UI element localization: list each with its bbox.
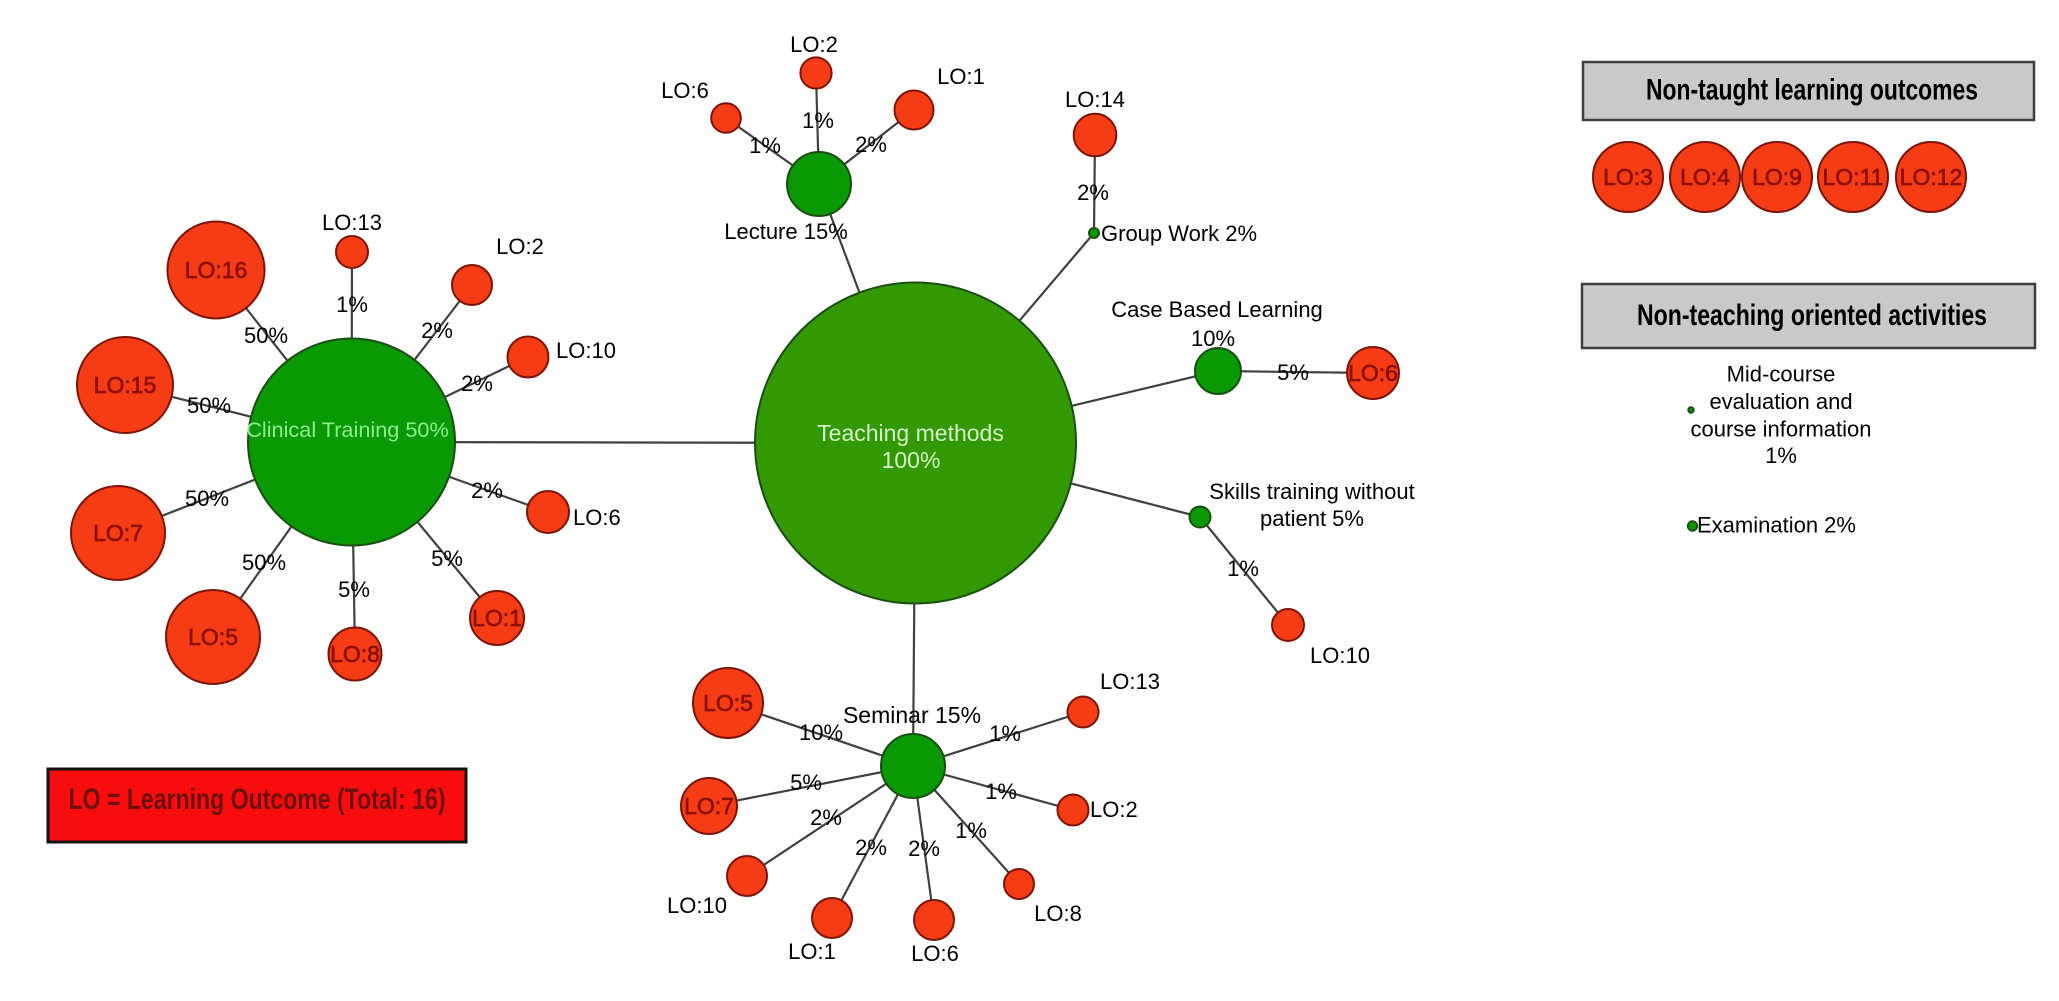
svg-text:Lecture 15%: Lecture 15%	[724, 219, 848, 244]
svg-text:LO:9: LO:9	[1752, 164, 1802, 190]
svg-text:LO:13: LO:13	[322, 210, 382, 235]
svg-text:LO:15: LO:15	[94, 372, 157, 398]
svg-text:LO:7: LO:7	[684, 793, 734, 819]
svg-text:LO:1: LO:1	[472, 605, 522, 631]
svg-text:Case Based Learning: Case Based Learning	[1111, 297, 1323, 322]
svg-text:1%: 1%	[989, 721, 1021, 746]
svg-text:LO:1: LO:1	[788, 939, 836, 964]
svg-text:Group Work 2%: Group Work 2%	[1101, 221, 1257, 246]
svg-text:LO:6: LO:6	[911, 941, 959, 966]
svg-text:50%: 50%	[242, 550, 286, 575]
svg-text:Seminar 15%: Seminar 15%	[843, 702, 981, 728]
svg-text:LO:4: LO:4	[1680, 164, 1730, 190]
svg-text:LO:8: LO:8	[1034, 901, 1082, 926]
svg-text:LO:12: LO:12	[1900, 164, 1963, 190]
svg-text:LO:11: LO:11	[1823, 164, 1884, 190]
svg-text:Non-taught learning outcomes: Non-taught learning outcomes	[1646, 74, 1978, 107]
svg-text:LO:10: LO:10	[667, 893, 727, 918]
svg-text:1%: 1%	[955, 818, 987, 843]
svg-text:LO:1: LO:1	[937, 64, 985, 89]
svg-text:Examination 2%: Examination 2%	[1697, 513, 1856, 538]
svg-text:2%: 2%	[421, 318, 453, 343]
svg-text:LO:2: LO:2	[790, 32, 838, 57]
svg-text:5%: 5%	[431, 546, 463, 571]
svg-text:2%: 2%	[810, 805, 842, 830]
svg-text:LO:10: LO:10	[556, 338, 616, 363]
svg-text:5%: 5%	[338, 577, 370, 602]
svg-text:10%: 10%	[799, 720, 843, 745]
svg-text:2%: 2%	[855, 835, 887, 860]
svg-text:LO:10: LO:10	[1310, 643, 1370, 668]
svg-text:10%: 10%	[1191, 326, 1235, 351]
svg-text:course information: course information	[1691, 417, 1872, 442]
svg-text:LO:3: LO:3	[1603, 164, 1653, 190]
svg-text:5%: 5%	[790, 770, 822, 795]
svg-text:LO:14: LO:14	[1065, 87, 1125, 112]
svg-text:2%: 2%	[471, 478, 503, 503]
svg-text:evaluation and: evaluation and	[1709, 389, 1852, 414]
svg-text:LO:16: LO:16	[185, 257, 248, 283]
svg-text:100%: 100%	[882, 447, 941, 473]
svg-text:LO:2: LO:2	[1090, 797, 1138, 822]
svg-text:LO:5: LO:5	[703, 690, 753, 716]
svg-text:1%: 1%	[749, 133, 781, 158]
svg-text:Clinical Training 50%: Clinical Training 50%	[246, 417, 449, 442]
svg-text:LO:6: LO:6	[1348, 360, 1398, 386]
svg-text:LO:7: LO:7	[93, 520, 143, 546]
svg-text:1%: 1%	[802, 108, 834, 133]
svg-text:LO:2: LO:2	[496, 234, 544, 259]
svg-text:1%: 1%	[336, 292, 368, 317]
svg-text:LO:8: LO:8	[330, 641, 380, 667]
svg-text:2%: 2%	[908, 836, 940, 861]
svg-text:LO:5: LO:5	[188, 624, 238, 650]
svg-text:Teaching methods: Teaching methods	[817, 420, 1004, 446]
svg-text:50%: 50%	[244, 323, 288, 348]
svg-text:2%: 2%	[855, 132, 887, 157]
svg-text:LO = Learning Outcome (Total:: LO = Learning Outcome (Total: 16)	[69, 783, 446, 816]
svg-text:LO:13: LO:13	[1100, 669, 1160, 694]
svg-text:Mid-course: Mid-course	[1727, 362, 1836, 387]
svg-text:LO:6: LO:6	[573, 505, 621, 530]
svg-text:50%: 50%	[185, 486, 229, 511]
svg-text:patient 5%: patient 5%	[1260, 506, 1364, 531]
svg-text:2%: 2%	[461, 371, 493, 396]
svg-text:2%: 2%	[1077, 180, 1109, 205]
svg-text:Skills training without: Skills training without	[1209, 479, 1414, 504]
svg-text:50%: 50%	[187, 393, 231, 418]
svg-text:LO:6: LO:6	[661, 78, 709, 103]
svg-text:Non-teaching oriented activiti: Non-teaching oriented activities	[1637, 299, 1987, 332]
svg-text:5%: 5%	[1277, 360, 1309, 385]
svg-text:1%: 1%	[1227, 556, 1259, 581]
svg-text:1%: 1%	[985, 779, 1017, 804]
svg-text:1%: 1%	[1765, 443, 1797, 468]
